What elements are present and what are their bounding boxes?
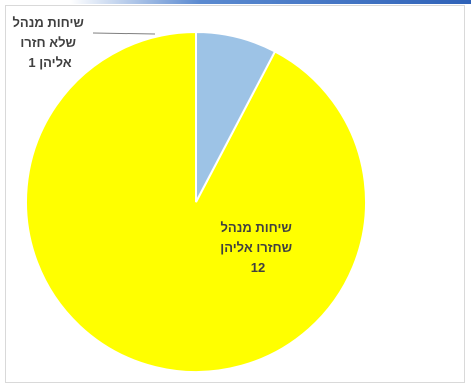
slice-label-not-returned: שיחות מנהל שלא חזרו אליהן 1 [13, 15, 88, 70]
window-top-accent [0, 0, 471, 4]
pie-slice-not-returned [195, 30, 277, 203]
slice-label-returned: שיחות מנהל שחזרו אליהן 12 [220, 220, 295, 275]
leader-line [92, 32, 156, 35]
